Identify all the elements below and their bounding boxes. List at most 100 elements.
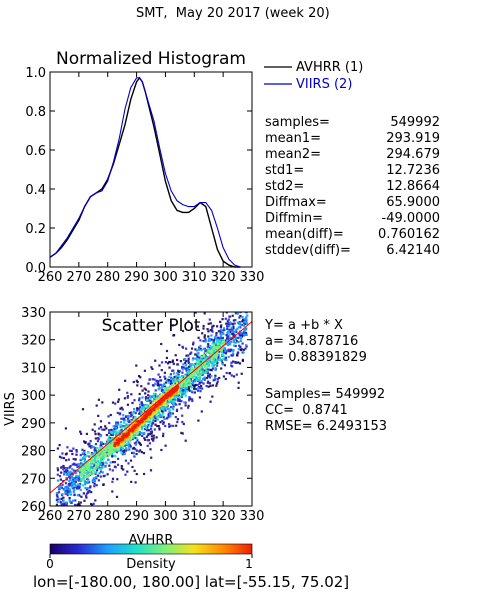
density-point [105, 451, 108, 454]
density-point [64, 486, 67, 489]
density-point [120, 406, 123, 409]
density-point [89, 469, 92, 472]
legend-label-viirs: VIIRS (2) [296, 77, 352, 92]
density-point [237, 361, 240, 364]
density-point [124, 459, 127, 462]
density-point [126, 396, 129, 399]
density-point [152, 421, 155, 424]
density-point [221, 361, 224, 365]
density-point [79, 430, 82, 433]
density-point [93, 458, 96, 462]
density-cloud [55, 309, 249, 506]
density-point [130, 437, 133, 440]
density-point [150, 414, 154, 417]
density-point [150, 366, 153, 369]
density-point [156, 424, 159, 428]
density-point [203, 378, 206, 381]
density-point [87, 468, 90, 471]
density-point [163, 385, 166, 388]
density-point [162, 397, 166, 400]
density-point [122, 420, 125, 423]
density-point [136, 437, 139, 440]
density-point [66, 446, 69, 449]
density-point [153, 413, 156, 416]
density-point [238, 362, 242, 365]
density-point [187, 404, 190, 407]
density-point [202, 377, 205, 380]
density-point [69, 471, 72, 474]
density-point [136, 384, 139, 387]
density-point [229, 330, 232, 333]
density-point [174, 399, 177, 402]
density-point [75, 449, 78, 452]
density-point [130, 419, 133, 422]
density-point [135, 449, 138, 452]
density-point [96, 459, 99, 463]
histogram-x-tick-label: 260 [38, 270, 63, 285]
density-point [130, 411, 133, 414]
density-point [240, 309, 242, 311]
density-point [108, 429, 111, 432]
histogram-y-tick-label: 1.0 [25, 66, 46, 81]
density-point [237, 336, 240, 339]
density-point [57, 491, 61, 494]
density-point [204, 351, 207, 355]
density-point [239, 336, 242, 339]
density-point [199, 387, 202, 390]
density-point [120, 426, 123, 429]
density-point [99, 447, 102, 450]
density-point [218, 348, 221, 352]
density-point [163, 417, 166, 421]
density-point [152, 437, 155, 440]
density-point [116, 463, 120, 466]
density-point [246, 314, 249, 317]
density-point [220, 349, 223, 352]
density-point [144, 404, 147, 407]
density-point [127, 443, 130, 446]
density-point [140, 415, 144, 418]
density-point [238, 322, 241, 325]
density-point [68, 483, 71, 486]
density-point [78, 476, 81, 479]
density-point [227, 355, 230, 358]
density-point [154, 423, 157, 426]
density-point [188, 389, 191, 392]
density-point [105, 441, 109, 444]
density-point [129, 445, 132, 448]
density-point [165, 390, 168, 393]
density-point [150, 435, 153, 438]
density-point [211, 349, 214, 352]
density-point [208, 382, 211, 385]
density-point [211, 363, 215, 366]
stat-name: mean1= [265, 131, 322, 146]
density-point [83, 440, 86, 443]
density-point [92, 461, 95, 464]
density-point [173, 396, 176, 399]
density-point [83, 451, 86, 454]
density-point [76, 465, 79, 468]
density-point [102, 451, 105, 454]
density-point [149, 427, 153, 430]
density-point [62, 468, 65, 471]
density-point [84, 464, 87, 467]
density-point [178, 403, 181, 406]
density-point [102, 463, 105, 466]
density-point [242, 351, 245, 354]
density-point [94, 460, 97, 463]
density-point [194, 388, 198, 391]
density-point [89, 440, 92, 443]
density-point [56, 467, 59, 470]
density-point [168, 375, 171, 379]
density-point [148, 418, 151, 421]
density-point [172, 362, 175, 365]
density-point [72, 491, 75, 494]
density-point [126, 415, 130, 418]
density-point [160, 448, 163, 452]
density-point [227, 342, 230, 345]
density-point [148, 403, 151, 406]
density-point [232, 325, 235, 328]
density-point [111, 469, 114, 472]
stat-name: samples= [265, 115, 330, 130]
density-point [97, 437, 100, 441]
density-point [169, 406, 173, 409]
